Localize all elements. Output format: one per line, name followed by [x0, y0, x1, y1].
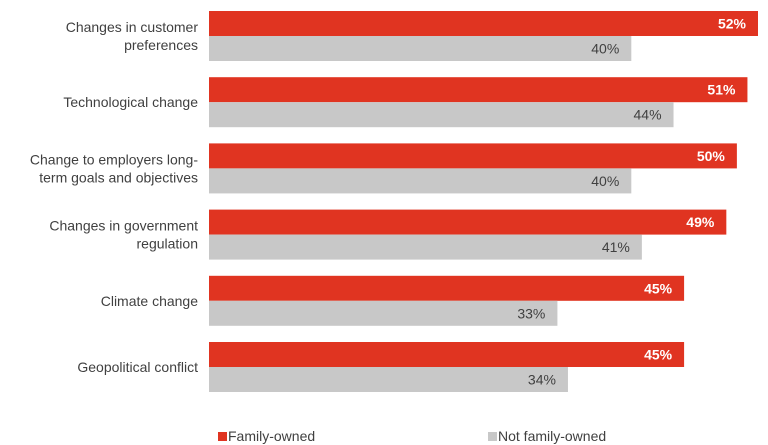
data-label-not-family-owned-change-to-employers-long-term-goals-and-objectives: 40%: [591, 173, 619, 189]
legend-label-not-family-owned: Not family-owned: [498, 428, 606, 444]
category-label-climate-change: Climate change: [101, 293, 198, 309]
data-label-not-family-owned-technological-change: 44%: [634, 107, 662, 123]
category-label-change-to-employers-long-term-goals-and-objectives-line-1: Change to employers long-: [30, 151, 198, 167]
category-label-changes-in-customer-preferences-line-1: Changes in customer: [66, 19, 199, 35]
data-label-family-owned-geopolitical-conflict: 45%: [644, 347, 673, 363]
legend-swatch-not-family-owned: [488, 432, 497, 441]
bar-family-owned-change-to-employers-long-term-goals-and-objectives: [209, 143, 737, 169]
bar-not-family-owned-geopolitical-conflict: [209, 367, 568, 392]
bar-family-owned-climate-change: [209, 275, 685, 301]
bar-not-family-owned-climate-change: [209, 300, 558, 326]
data-label-family-owned-change-to-employers-long-term-goals-and-objectives: 50%: [697, 148, 726, 164]
category-label-changes-in-customer-preferences-line-2: preferences: [124, 37, 198, 53]
data-label-not-family-owned-climate-change: 33%: [517, 305, 545, 321]
legend-swatch-family-owned: [218, 432, 227, 441]
category-label-changes-in-government-regulation-line-2: regulation: [137, 236, 199, 252]
category-label-changes-in-government-regulation-line-1: Changes in government: [49, 218, 198, 234]
bar-not-family-owned-changes-in-customer-preferences: [209, 36, 632, 61]
bar-family-owned-changes-in-customer-preferences: [209, 11, 758, 36]
legend-label-family-owned: Family-owned: [228, 428, 315, 444]
bar-not-family-owned-technological-change: [209, 102, 674, 128]
data-label-family-owned-climate-change: 45%: [644, 280, 673, 296]
category-labels-group: Changes in customer preferences Technologi…: [30, 19, 198, 375]
category-label-geopolitical-conflict: Geopolitical conflict: [77, 359, 198, 375]
data-label-not-family-owned-geopolitical-conflict: 34%: [528, 372, 556, 388]
category-label-change-to-employers-long-term-goals-and-objectives-line-2: term goals and objectives: [39, 169, 198, 185]
bar-family-owned-geopolitical-conflict: [209, 342, 685, 367]
bar-not-family-owned-changes-in-government-regulation: [209, 234, 642, 260]
bar-family-owned-technological-change: [209, 77, 748, 103]
data-label-not-family-owned-changes-in-government-regulation: 41%: [602, 239, 630, 255]
data-label-family-owned-technological-change: 51%: [707, 82, 736, 98]
bar-not-family-owned-change-to-employers-long-term-goals-and-objectives: [209, 168, 632, 194]
data-label-family-owned-changes-in-government-regulation: 49%: [686, 214, 715, 230]
data-label-not-family-owned-changes-in-customer-preferences: 40%: [591, 41, 619, 57]
category-label-technological-change: Technological change: [63, 94, 198, 110]
data-label-family-owned-changes-in-customer-preferences: 52%: [718, 16, 747, 32]
bars-group: 52% 40% 51% 44% 50% 40% 49% 41% 45% 33% 45% 34%: [209, 11, 758, 392]
legend: Family-owned Not family-owned: [218, 428, 606, 444]
bar-family-owned-changes-in-government-regulation: [209, 209, 727, 235]
